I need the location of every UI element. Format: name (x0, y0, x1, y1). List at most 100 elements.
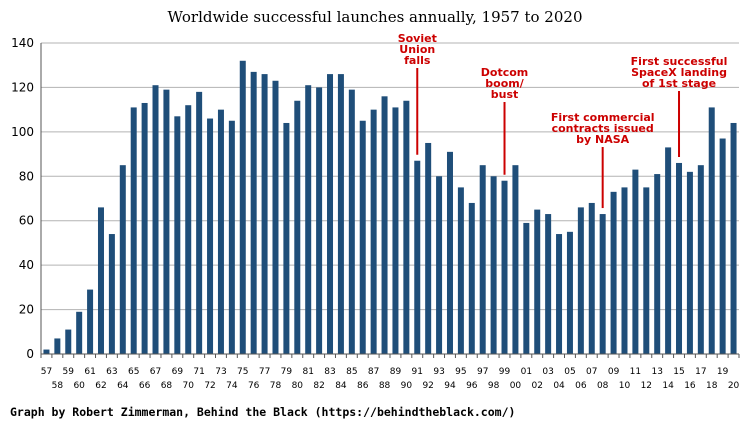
x-tick-label: 16 (684, 381, 696, 391)
y-tick-label: 80 (19, 169, 34, 183)
x-tick-label: 57 (41, 367, 52, 377)
x-tick-label: 58 (52, 381, 64, 391)
x-tick-label: 14 (662, 381, 674, 391)
x-tick-label: 74 (226, 381, 238, 391)
x-tick-label: 71 (193, 367, 204, 377)
bar-88 (381, 96, 388, 355)
bar-96 (468, 202, 475, 354)
bar-79 (283, 122, 290, 354)
bar-85 (348, 89, 355, 355)
x-tick-label: 17 (695, 367, 706, 377)
annotation-text: falls (404, 54, 431, 67)
bar-64 (119, 165, 126, 354)
x-tick-label: 73 (215, 367, 226, 377)
x-tick-label: 99 (499, 367, 511, 377)
bar-93 (436, 176, 443, 354)
x-tick-label: 70 (183, 381, 195, 391)
x-tick-label: 01 (521, 367, 532, 377)
bar-17 (697, 165, 704, 354)
y-tick-label: 60 (19, 214, 34, 228)
bars (43, 60, 737, 355)
bar-80 (294, 100, 301, 354)
x-tick-label: 98 (488, 381, 500, 391)
x-tick-label: 76 (248, 381, 260, 391)
x-tick-label: 12 (641, 381, 652, 391)
y-tick-label: 40 (19, 258, 34, 272)
x-tick-label: 03 (542, 367, 553, 377)
bar-74 (228, 120, 235, 354)
x-tick-label: 10 (619, 381, 631, 391)
x-tick-label: 06 (575, 381, 587, 391)
bar-91 (414, 160, 421, 354)
x-tick-label: 90 (401, 381, 413, 391)
bar-19 (719, 138, 726, 354)
bar-08 (599, 214, 606, 354)
bar-10 (621, 187, 628, 354)
bar-72 (207, 118, 214, 355)
bar-63 (108, 234, 115, 354)
x-tick-label: 04 (553, 381, 565, 391)
bar-70 (185, 105, 192, 354)
bar-71 (196, 91, 203, 354)
x-tick-label: 94 (444, 381, 456, 391)
x-tick-label: 85 (346, 367, 357, 377)
x-tick-label: 79 (281, 367, 293, 377)
bar-68 (163, 89, 170, 355)
bar-20 (730, 122, 737, 354)
x-tick-label: 05 (564, 367, 575, 377)
bar-03 (545, 214, 552, 354)
annotation-text: bust (491, 88, 519, 101)
x-tick-label: 08 (597, 381, 609, 391)
annotation-text: First commercial (551, 111, 655, 124)
x-tick-label: 65 (128, 367, 139, 377)
bar-86 (359, 120, 366, 354)
y-tick-label: 100 (11, 125, 34, 139)
bar-01 (523, 222, 530, 354)
chart-title: Worldwide successful launches annually, … (167, 8, 583, 26)
x-tick-label: 18 (706, 381, 718, 391)
x-tick-label: 72 (204, 381, 215, 391)
x-tick-label: 15 (673, 367, 684, 377)
bar-60 (76, 311, 83, 354)
y-tick-label: 120 (11, 80, 34, 94)
x-tick-label: 64 (117, 381, 129, 391)
x-tick-label: 86 (357, 381, 369, 391)
y-tick-label: 140 (11, 36, 34, 50)
bar-07 (588, 202, 595, 354)
bar-00 (512, 165, 519, 354)
x-tick-label: 95 (455, 367, 466, 377)
x-tick-label: 97 (477, 367, 488, 377)
y-tick-label: 20 (19, 303, 34, 317)
x-tick-label: 78 (270, 381, 282, 391)
annotation-text: Soviet (398, 32, 437, 45)
annotation-text: by NASA (576, 133, 630, 146)
bar-13 (654, 174, 661, 354)
bar-18 (708, 107, 715, 355)
x-tick-label: 82 (313, 381, 324, 391)
bar-75 (239, 60, 246, 355)
y-tick-labels: 0 20 40 60 80 100 120 140 (11, 36, 34, 361)
bar-05 (566, 231, 573, 354)
x-tick-label: 13 (651, 367, 662, 377)
annotation-text: SpaceX landing (631, 66, 727, 79)
bar-92 (425, 142, 432, 354)
x-tick-label: 61 (84, 367, 95, 377)
bar-78 (272, 80, 279, 354)
bar-15 (676, 162, 683, 354)
x-tick-label: 20 (728, 381, 740, 391)
bar-73 (217, 109, 224, 355)
bar-61 (87, 289, 94, 354)
bar-76 (250, 71, 257, 354)
x-tick-label: 80 (292, 381, 304, 391)
bar-58 (54, 338, 61, 354)
bar-67 (152, 85, 159, 354)
bar-77 (261, 74, 268, 354)
x-tick-label: 69 (172, 367, 184, 377)
bar-98 (490, 176, 497, 354)
bar-59 (65, 329, 72, 354)
x-tick-label: 75 (237, 367, 248, 377)
bar-06 (577, 207, 584, 354)
x-tick-label: 87 (368, 367, 379, 377)
annotation-text: contracts issued (552, 122, 654, 135)
